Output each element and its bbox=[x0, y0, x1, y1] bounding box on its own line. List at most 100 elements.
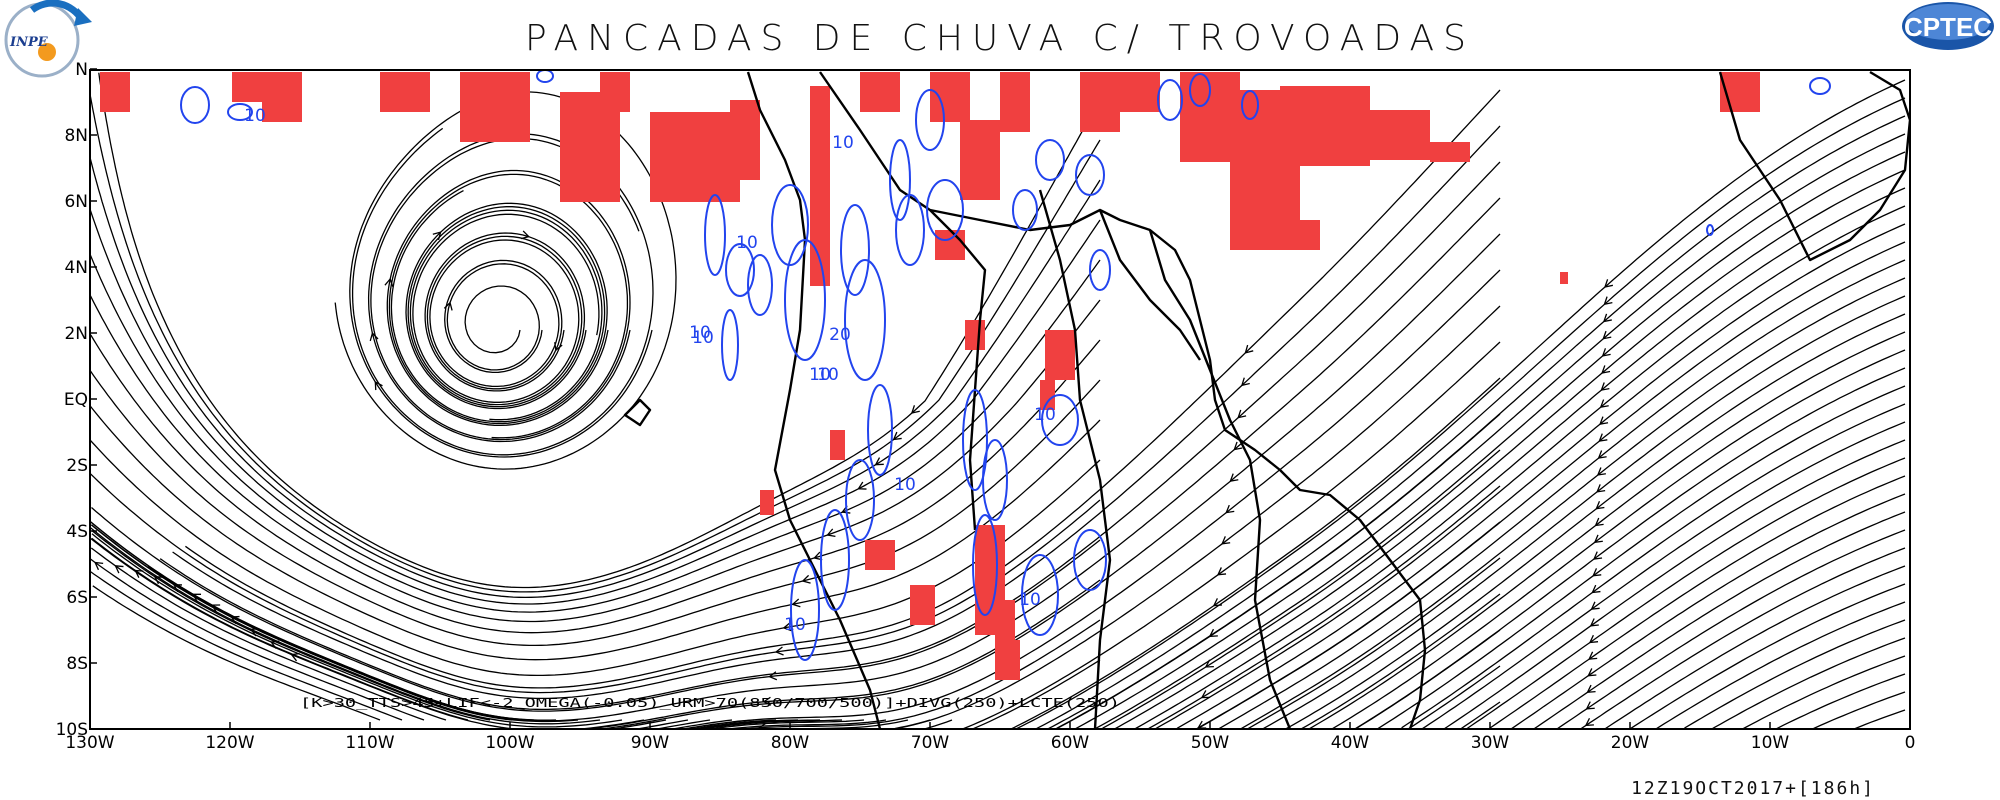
streamline bbox=[90, 334, 1101, 634]
x-tick-label: 10W bbox=[1751, 733, 1790, 753]
divergence-contour bbox=[895, 194, 925, 266]
flow-arrow bbox=[1598, 433, 1608, 442]
flow-arrow bbox=[1601, 348, 1611, 357]
contour-label: 10 bbox=[1019, 590, 1041, 610]
divergence-contour bbox=[962, 389, 988, 491]
streamline bbox=[1356, 629, 1501, 729]
flow-arrow bbox=[1216, 567, 1227, 576]
flow-arrow bbox=[774, 646, 784, 656]
y-tick-label: 8S bbox=[66, 654, 88, 674]
streamline bbox=[1377, 385, 1906, 729]
divergence-contour bbox=[1041, 394, 1079, 446]
streamline bbox=[1073, 133, 1906, 729]
streamline bbox=[1460, 701, 1501, 729]
storm-cell bbox=[650, 112, 740, 202]
divergence-contour bbox=[180, 86, 210, 124]
streamline bbox=[698, 719, 843, 729]
streamline bbox=[723, 719, 887, 729]
storm-cell bbox=[1360, 110, 1430, 160]
storm-cell bbox=[1000, 72, 1030, 132]
divergence-contour bbox=[227, 103, 253, 121]
flow-arrow bbox=[1592, 568, 1602, 577]
streamline bbox=[1047, 699, 1101, 729]
streamline bbox=[1532, 511, 1906, 729]
flow-arrow bbox=[1601, 365, 1611, 374]
flow-arrow bbox=[114, 565, 124, 574]
y-tick-label: 2S bbox=[66, 456, 88, 476]
flow-arrow bbox=[1586, 684, 1596, 694]
streamline bbox=[90, 90, 1101, 593]
streamline bbox=[388, 173, 629, 439]
streamline bbox=[1604, 565, 1906, 729]
divergence-contour bbox=[704, 194, 726, 276]
flow-arrow bbox=[520, 230, 531, 240]
streamline bbox=[1133, 187, 1906, 729]
streamline bbox=[1654, 601, 1906, 729]
streamline bbox=[1284, 313, 1906, 729]
divergence-contour bbox=[1075, 154, 1105, 196]
map-title: PANCADAS DE CHUVA C/ TROVOADAS bbox=[525, 18, 1475, 59]
x-tick-label: 130W bbox=[65, 733, 114, 753]
flow-arrow bbox=[1233, 441, 1243, 451]
divergence-contour bbox=[1073, 529, 1107, 591]
divergence-contour bbox=[1021, 554, 1059, 636]
streamline bbox=[1153, 205, 1906, 729]
flow-arrow bbox=[892, 431, 902, 441]
storm-cell bbox=[262, 72, 302, 122]
divergence-contour bbox=[926, 179, 964, 241]
y-tick-label: 4S bbox=[66, 522, 88, 542]
storm-cell bbox=[232, 72, 262, 102]
divergence-contour bbox=[771, 184, 809, 266]
flow-arrow bbox=[762, 696, 772, 706]
streamline bbox=[579, 579, 1101, 729]
divergence-contour bbox=[844, 259, 886, 381]
streamline bbox=[1509, 493, 1906, 729]
flow-arrow bbox=[1212, 598, 1222, 607]
flow-arrow bbox=[791, 598, 801, 608]
flow-arrow bbox=[374, 380, 383, 391]
x-tick-label: 110W bbox=[345, 733, 394, 753]
flow-arrow bbox=[1585, 701, 1595, 710]
storm-cell bbox=[760, 490, 774, 515]
storm-cell bbox=[860, 72, 900, 112]
contour-label: 10 bbox=[244, 106, 266, 126]
storm-cell bbox=[960, 120, 1000, 200]
streamline bbox=[159, 161, 1501, 711]
streamline bbox=[1443, 439, 1906, 729]
streamline bbox=[90, 404, 1101, 661]
coastline bbox=[819, 71, 1427, 729]
streamline bbox=[334, 91, 677, 470]
divergence-contour bbox=[1089, 249, 1111, 291]
storm-cell bbox=[460, 72, 530, 142]
flow-arrow bbox=[1596, 467, 1606, 476]
coastline bbox=[623, 398, 652, 427]
flow-arrow bbox=[1602, 313, 1612, 323]
flow-arrow bbox=[1599, 399, 1609, 408]
streamline bbox=[90, 252, 1101, 613]
streamline bbox=[887, 719, 931, 729]
storm-cell bbox=[1005, 640, 1020, 680]
flow-arrow bbox=[290, 652, 300, 662]
streamline bbox=[91, 530, 491, 721]
storm-cell bbox=[1080, 72, 1120, 132]
streamline bbox=[1854, 709, 1906, 729]
flow-arrow bbox=[1237, 409, 1247, 419]
streamline bbox=[1556, 529, 1906, 729]
storm-cells bbox=[100, 72, 1760, 680]
divergence-contour bbox=[1012, 189, 1038, 231]
storm-cell bbox=[1045, 330, 1075, 380]
streamline bbox=[1095, 151, 1906, 729]
divergence-contour bbox=[725, 243, 755, 297]
flow-arrow bbox=[1597, 450, 1607, 459]
streamline bbox=[1034, 97, 1906, 729]
flow-arrow bbox=[210, 604, 221, 613]
streamline bbox=[1811, 691, 1906, 729]
y-tick-label: 6S bbox=[66, 588, 88, 608]
cptec-logo: CPTEC bbox=[1900, 0, 1996, 60]
valid-time: 12Z19OCT2017+[186h] bbox=[1631, 778, 1875, 799]
streamline bbox=[1056, 115, 1906, 729]
streamline bbox=[1261, 295, 1906, 729]
coastlines bbox=[623, 70, 1910, 729]
streamline bbox=[90, 570, 403, 721]
